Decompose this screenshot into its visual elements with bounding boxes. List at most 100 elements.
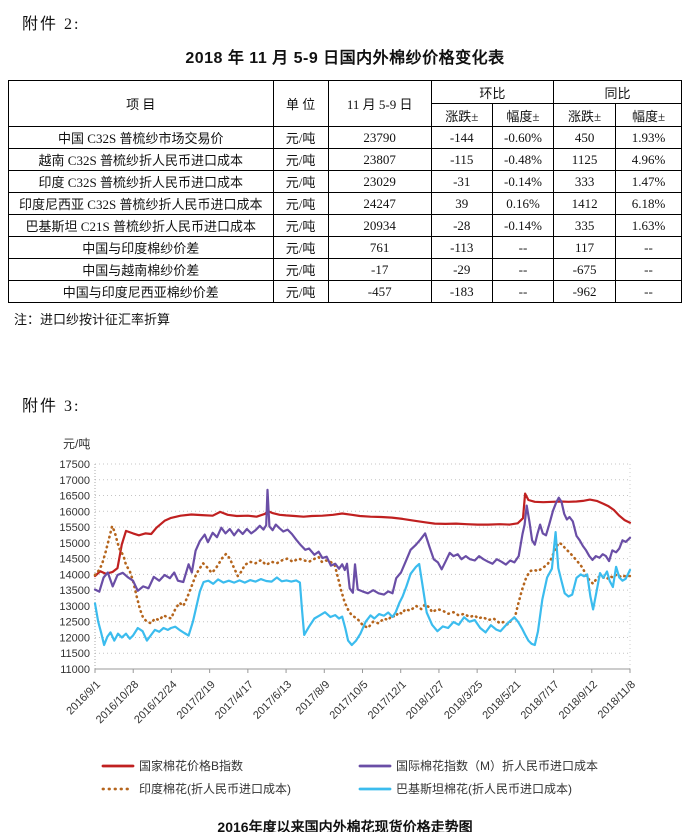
mom-change-cell: -115 [430,148,493,171]
yoy-change-cell: -962 [553,280,617,303]
table-row: 中国与印度棉纱价差 元/吨 761 -113 -- 117 -- [8,236,682,259]
value-cell: 23790 [327,126,432,149]
value-cell: 24247 [327,192,432,215]
x-tick-label: 2017/10/5 [328,679,371,722]
unit-cell: 元/吨 [272,214,329,237]
y-axis-labels: 17500 17000 16500 16000 15500 15000 14500 14000… [59,459,90,676]
x-tick-label: 2018/7/17 [519,679,562,722]
y-axis-unit-label: 元/吨 [63,437,90,451]
yoy-change-cell: 117 [553,236,617,259]
series-line-3 [93,488,632,596]
unit-cell: 元/吨 [272,192,329,215]
cotton-price-chart: 元/吨 17500 17000 16500 16000 15500 15000 14500 14… [59,437,639,796]
attachment3-label: 附件 3: [22,398,81,415]
chart-container: 元/吨 17500 17000 16500 16000 15500 15000 14500 14… [15,432,690,815]
mom-pct-cell: -0.14% [491,214,555,237]
mom-pct-cell: -0.14% [491,170,555,193]
unit-cell: 元/吨 [272,170,329,193]
y-tick-label: 16000 [59,506,90,518]
mom-pct-cell: -0.60% [491,126,555,149]
table-row: 巴基斯坦 C21S 普梳纱折人民币进口成本 元/吨 20934 -28 -0.14% 33… [8,214,682,237]
col-header-yoy: 同比 [553,80,682,104]
item-cell: 中国与印度棉纱价差 [8,236,274,259]
value-cell: 23029 [327,170,432,193]
yoy-pct-cell: -- [615,280,682,303]
attachment2-label: 附件 2: [22,16,81,33]
y-tick-label: 12000 [59,632,90,644]
series-line-1 [93,524,632,630]
legend-label: 国家棉花价格B指数 [139,758,243,773]
x-tick-label: 2018/5/21 [480,679,523,722]
mom-change-cell: -183 [430,280,493,303]
y-tick-label: 11000 [60,664,90,676]
unit-cell: 元/吨 [272,148,329,171]
y-tick-label: 12500 [59,617,90,629]
mom-change-cell: -29 [430,258,493,281]
y-tick-label: 13000 [59,601,90,613]
yoy-pct-cell: 6.18% [615,192,682,215]
y-tick-label: 15000 [59,538,90,550]
y-tick-label: 11500 [60,648,90,660]
x-tick-label: 2018/11/8 [596,679,639,722]
unit-cell: 元/吨 [272,236,329,259]
y-tick-label: 16500 [59,491,90,503]
item-cell: 巴基斯坦 C21S 普梳纱折人民币进口成本 [8,214,274,237]
table-note: 注：进口纱按计征汇率折算 [14,312,171,327]
mom-pct-cell: -- [491,258,555,281]
yoy-change-cell: 333 [553,170,617,193]
y-tick-label: 17500 [59,459,90,471]
value-cell: -17 [327,258,432,281]
x-tick-label: 2017/4/17 [213,679,256,722]
item-cell: 越南 C32S 普梳纱折人民币进口成本 [8,148,274,171]
chart-legend: 国家棉花价格B指数 国际棉花指数（M）折人民币进口成本印度棉花(折人民币进口成本)… [101,758,598,796]
col-header-mom-pct: 幅度± [491,103,555,127]
unit-cell: 元/吨 [272,280,329,303]
yoy-pct-cell: 4.96% [615,148,682,171]
x-tick-label: 2017/2/19 [175,679,218,722]
item-cell: 印度尼西亚 C32S 普梳纱折人民币进口成本 [8,192,274,215]
value-cell: 761 [327,236,432,259]
x-tick-label: 2017/12/1 [366,679,409,722]
table-row: 印度 C32S 普梳纱折人民币进口成本 元/吨 23029 -31 -0.14% 333 1… [8,170,682,193]
yoy-pct-cell: -- [615,258,682,281]
value-cell: -457 [327,280,432,303]
yoy-change-cell: 450 [553,126,617,149]
yoy-pct-cell: 1.47% [615,170,682,193]
price-table: 项 目 单 位 11 月 5-9 日 环比 同比 涨跌± 幅度± 涨跌± 幅度±… [8,80,682,303]
table-row: 中国与越南棉纱价差 元/吨 -17 -29 -- -675 -- [8,258,682,281]
item-cell: 中国与越南棉纱价差 [8,258,274,281]
item-cell: 中国与印度尼西亚棉纱价差 [8,280,274,303]
value-cell: 23807 [327,148,432,171]
yoy-change-cell: 335 [553,214,617,237]
mom-change-cell: 39 [430,192,493,215]
mom-pct-cell: -0.48% [491,148,555,171]
y-tick-label: 14500 [59,554,90,566]
yoy-pct-cell: 1.93% [615,126,682,149]
item-cell: 印度 C32S 普梳纱折人民币进口成本 [8,170,274,193]
value-cell: 20934 [327,214,432,237]
yoy-pct-cell: -- [615,236,682,259]
legend-label: 印度棉花(折人民币进口成本) [139,781,291,796]
x-tick-label: 2016/9/1 [64,679,103,718]
col-header-unit: 单 位 [272,80,329,127]
table-row: 中国与印度尼西亚棉纱价差 元/吨 -457 -183 -- -962 -- [8,280,682,303]
table-row: 越南 C32S 普梳纱折人民币进口成本 元/吨 23807 -115 -0.48% 112… [8,148,682,171]
col-header-yoy-pct: 幅度± [615,103,682,127]
mom-pct-cell: 0.16% [491,192,555,215]
unit-cell: 元/吨 [272,258,329,281]
x-tick-label: 2018/1/27 [404,679,447,722]
table-row: 印度尼西亚 C32S 普梳纱折人民币进口成本 元/吨 24247 39 0.16% 141… [8,192,682,215]
col-header-yoy-change: 涨跌± [553,103,617,127]
yoy-change-cell: 1412 [553,192,617,215]
table-title: 2018 年 11 月 5-9 日国内外棉纱价格变化表 [185,50,505,67]
col-header-period: 11 月 5-9 日 [327,80,432,127]
yoy-change-cell: -675 [553,258,617,281]
mom-pct-cell: -- [491,236,555,259]
mom-change-cell: -28 [430,214,493,237]
legend-label: 国际棉花指数（M）折人民币进口成本 [396,758,598,773]
mom-change-cell: -144 [430,126,493,149]
series-line-0 [93,492,632,578]
mom-change-cell: -113 [430,236,493,259]
col-header-mom: 环比 [430,80,555,104]
